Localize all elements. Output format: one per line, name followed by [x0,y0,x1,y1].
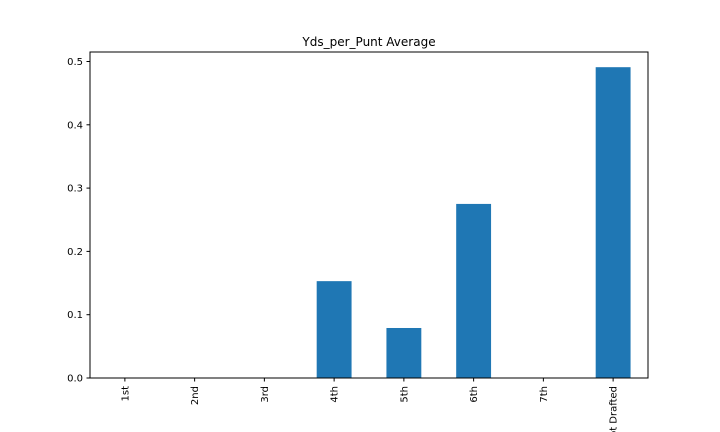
x-tick-label: 2nd [190,386,201,405]
bar-4th [316,281,352,378]
y-axis: 0.0 0.1 0.2 0.3 0.4 0.5 [67,57,90,385]
plot-frame [89,51,649,379]
y-tick-label: 0.0 [67,374,83,385]
x-tick-label: 5th [399,386,410,403]
x-tick-label: 1st [120,386,131,402]
x-tick-label: 3rd [260,386,271,403]
x-tick-label: 7th [539,386,550,403]
y-tick-label: 0.5 [67,57,83,68]
x-tick-label: 4th [330,386,341,403]
chart-title: Yds_per_Punt Average [301,35,435,49]
y-tick-label: 0.4 [67,120,83,131]
bar-not-drafted [595,67,631,378]
bar-6th [456,203,492,378]
x-tick-label: 6th [469,386,480,403]
y-tick-label: 0.3 [67,184,83,195]
y-tick-label: 0.1 [67,310,83,321]
x-axis: 1st 2nd 3rd 4th 5th 6th 7th Not Drafted [120,378,620,432]
bars-group [316,67,631,378]
y-tick-label: 0.2 [67,247,83,258]
x-tick-label: Not Drafted [609,386,620,432]
bar-5th [386,327,422,378]
